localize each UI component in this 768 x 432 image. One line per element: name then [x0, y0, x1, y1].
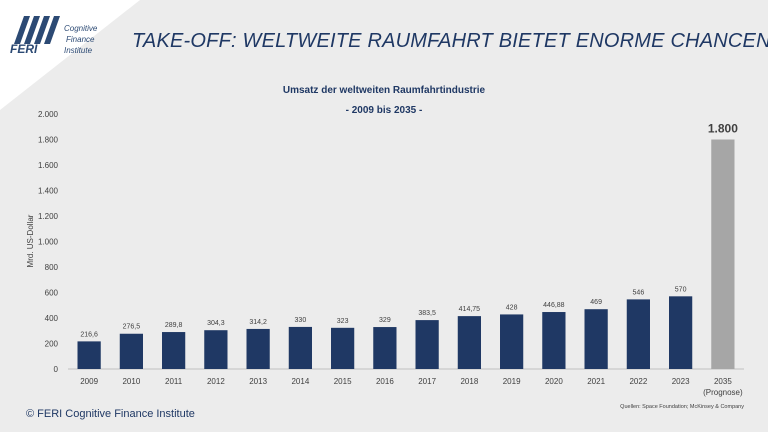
bar [373, 327, 397, 369]
logo-text-line2: Finance [66, 35, 95, 44]
data-label: 428 [506, 304, 518, 311]
bars [77, 139, 735, 369]
bar [626, 299, 650, 369]
bar [246, 328, 270, 369]
data-label: 314,2 [249, 319, 267, 326]
y-tick-label: 200 [45, 340, 59, 349]
data-label: 289,8 [165, 322, 183, 329]
data-label: 414,75 [459, 306, 481, 313]
logo-text-line3: Institute [64, 46, 93, 55]
x-tick-label: 2019 [503, 377, 521, 386]
x-tick-label: 2018 [460, 377, 478, 386]
x-tick-label: 2023 [672, 377, 690, 386]
logo-brand: FERI [10, 42, 38, 56]
data-label: 330 [295, 317, 307, 324]
bar [331, 327, 355, 369]
logo: FERI Cognitive Finance Institute [0, 0, 140, 110]
x-tick-label: 2016 [376, 377, 394, 386]
data-label: 329 [379, 317, 391, 324]
x-tick-note: (Prognose) [703, 388, 743, 397]
data-label: 1.800 [708, 122, 738, 136]
data-label: 304,3 [207, 320, 225, 327]
y-tick-label: 0 [54, 365, 59, 374]
y-axis-ticks: 0 200 400 600 800 1.000 1.200 1.400 1.600 1.800 2.… [38, 110, 59, 374]
bar [415, 320, 439, 369]
x-axis-tick-labels: 2009 2010 2011 2012 2013 2014 2015 2016 2017 2018… [80, 377, 743, 397]
bar [457, 316, 481, 369]
copyright-text: © FERI Cognitive Finance Institute [26, 408, 195, 420]
bar [584, 309, 608, 369]
bar [500, 314, 524, 369]
bar [162, 332, 186, 369]
bar [542, 312, 566, 369]
x-tick-label: 2013 [249, 377, 267, 386]
x-tick-label: 2017 [418, 377, 436, 386]
y-tick-label: 400 [45, 314, 59, 323]
y-tick-label: 1.200 [38, 212, 59, 221]
data-label: 469 [590, 299, 602, 306]
data-label: 570 [675, 286, 687, 293]
y-axis-label: Mrd. US-Dollar [26, 214, 35, 267]
chart-title: Umsatz der weltweiten Raumfahrtindustrie [283, 85, 486, 96]
bar [669, 296, 693, 369]
bar [77, 341, 101, 369]
data-label: 546 [633, 289, 645, 296]
y-tick-label: 2.000 [38, 110, 59, 119]
x-tick-label: 2010 [122, 377, 140, 386]
data-label: 383,5 [418, 310, 436, 317]
forecast-bar [711, 139, 735, 369]
y-tick-label: 1.400 [38, 187, 59, 196]
y-tick-label: 1.000 [38, 238, 59, 247]
feri-stripes-icon [14, 16, 60, 44]
bar [204, 330, 228, 369]
x-tick-label: 2021 [587, 377, 605, 386]
bar [119, 333, 143, 369]
x-tick-label: 2011 [165, 377, 183, 386]
x-tick-label: 2009 [80, 377, 98, 386]
bar [288, 326, 312, 369]
y-tick-label: 1.800 [38, 136, 59, 145]
value-labels: 216,6 276,5 289,8 304,3 314,2 330 323 329 383,5 4… [80, 122, 738, 339]
x-tick-label: 2022 [629, 377, 647, 386]
x-tick-label: 2014 [291, 377, 309, 386]
chart-subtitle: - 2009 bis 2035 - [346, 105, 423, 116]
x-tick-label: 2015 [334, 377, 352, 386]
logo-text-line1: Cognitive [64, 24, 98, 33]
x-tick-label: 2035 [714, 377, 732, 386]
data-label: 216,6 [80, 331, 98, 338]
x-tick-label: 2020 [545, 377, 563, 386]
page-title: TAKE-OFF: WELTWEITE RAUMFAHRT BIETET ENO… [132, 30, 768, 52]
data-label: 323 [337, 318, 349, 325]
x-tick-label: 2012 [207, 377, 225, 386]
y-tick-label: 1.600 [38, 161, 59, 170]
y-tick-label: 800 [45, 263, 59, 272]
y-tick-label: 600 [45, 289, 59, 298]
sources-note: Quellen: Space Foundation; McKinsey & Co… [620, 404, 744, 410]
data-label: 446,88 [543, 302, 565, 309]
data-label: 276,5 [123, 324, 141, 331]
